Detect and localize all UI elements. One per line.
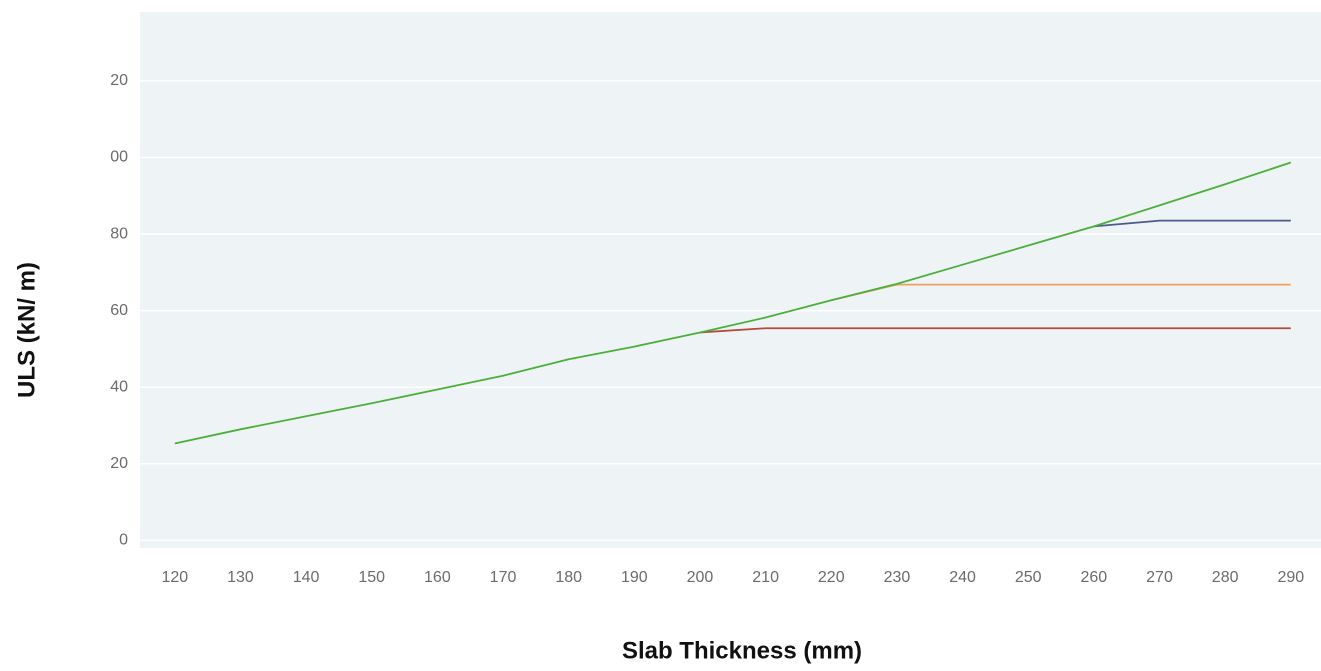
plot-area xyxy=(140,12,1321,548)
x-tick-label: 170 xyxy=(490,569,517,586)
x-tick-label: 250 xyxy=(1015,569,1042,586)
x-tick-label: 260 xyxy=(1081,569,1108,586)
series-line xyxy=(699,327,1291,334)
x-tick-label: 220 xyxy=(818,569,845,586)
x-tick-label: 130 xyxy=(227,569,254,586)
x-tick-label: 150 xyxy=(358,569,385,586)
series-line xyxy=(174,161,1292,445)
x-tick-label: 190 xyxy=(621,569,648,586)
x-tick-label: 230 xyxy=(884,569,911,586)
x-tick-label: 200 xyxy=(687,569,714,586)
x-tick-label: 210 xyxy=(752,569,779,586)
y-tick-label: 80 xyxy=(110,225,128,242)
x-axis-title: Slab Thickness (mm) xyxy=(622,637,862,664)
x-tick-label: 270 xyxy=(1146,569,1173,586)
series-line xyxy=(1093,219,1291,228)
y-tick-label: 60 xyxy=(110,302,128,319)
series-line xyxy=(831,283,1291,302)
y-tick-label: 00 xyxy=(110,149,128,166)
y-axis-title: ULS (kN/ m) xyxy=(13,262,40,398)
y-tick-label: 40 xyxy=(110,378,128,395)
y-tick-label: 0 xyxy=(119,532,128,549)
x-tick-label: 180 xyxy=(555,569,582,586)
x-tick-label: 160 xyxy=(424,569,451,586)
y-tick-label: 20 xyxy=(110,72,128,89)
x-tick-label: 120 xyxy=(161,569,188,586)
x-tick-label: 280 xyxy=(1212,569,1239,586)
x-tick-label: 290 xyxy=(1277,569,1304,586)
x-tick-label: 140 xyxy=(293,569,320,586)
y-tick-label: 20 xyxy=(110,455,128,472)
x-tick-label: 240 xyxy=(949,569,976,586)
